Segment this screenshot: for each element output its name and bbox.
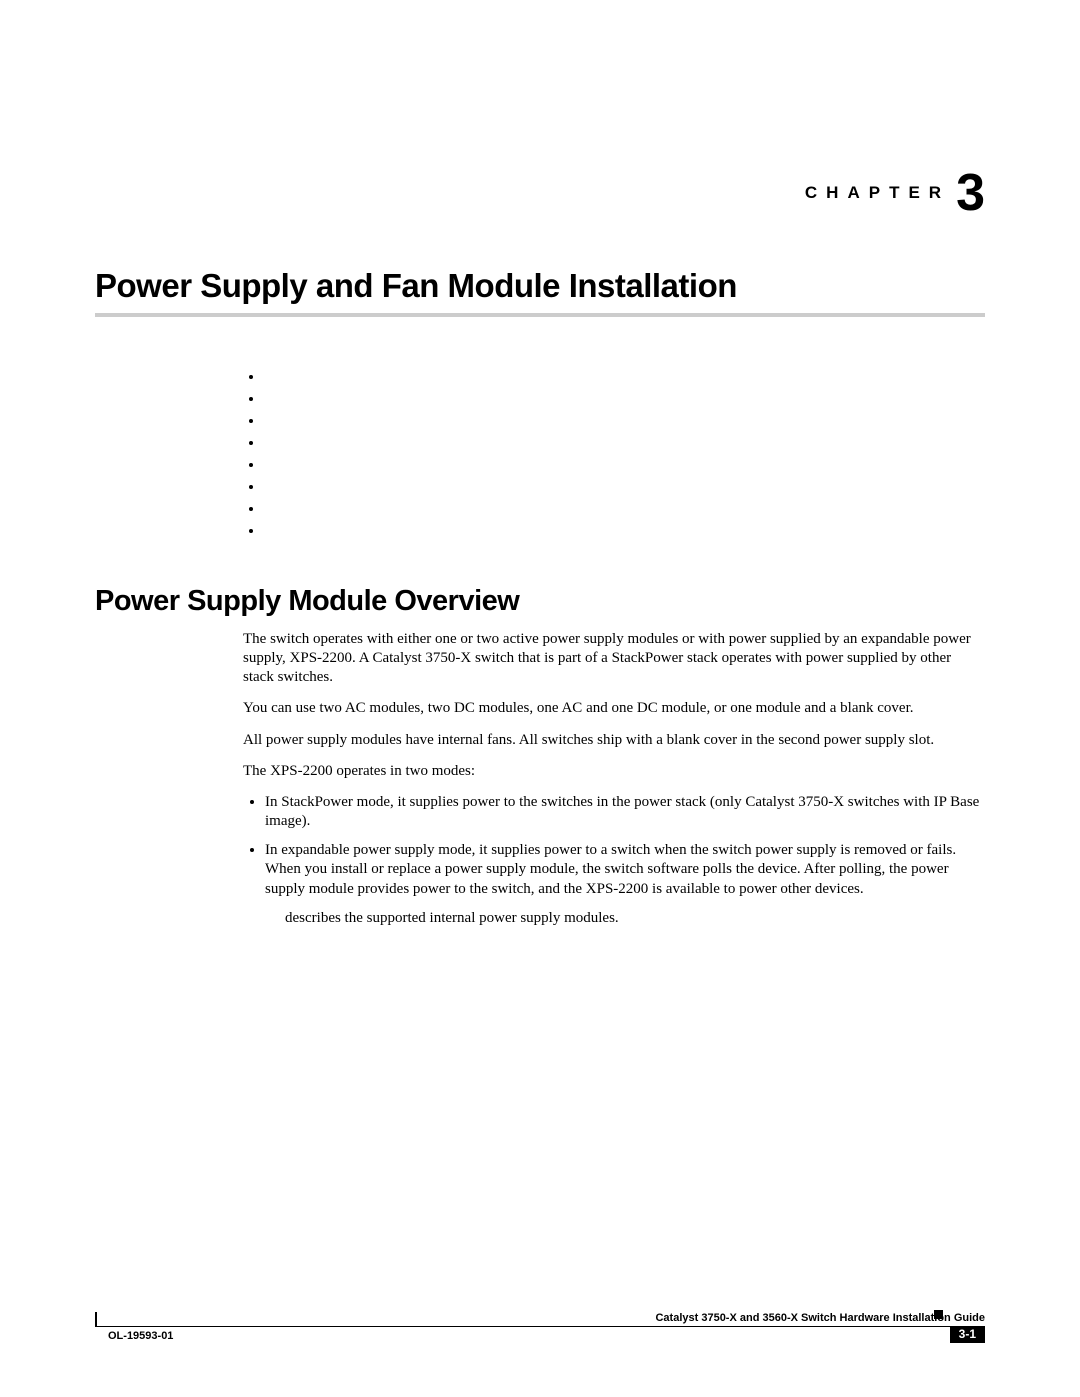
paragraph: The XPS-2200 operates in two modes: <box>243 762 985 781</box>
bullet-item <box>263 435 985 457</box>
paragraph: All power supply modules have internal f… <box>243 731 985 750</box>
footer-rule <box>95 1326 985 1327</box>
paragraph: The switch operates with either one or t… <box>243 630 985 688</box>
section-title: Power Supply Module Overview <box>95 585 985 618</box>
mode-list: In StackPower mode, it supplies power to… <box>243 793 985 899</box>
page: CHAPTER 3 Power Supply and Fan Module In… <box>0 0 1080 1397</box>
bullet-item <box>263 391 985 413</box>
bullet-item <box>263 501 985 523</box>
tail-text: describes the supported internal power s… <box>285 909 985 928</box>
bullet-item <box>263 413 985 435</box>
main-title: Power Supply and Fan Module Installation <box>95 267 985 305</box>
chapter-label: CHAPTER <box>805 183 950 203</box>
footer-doc-id: OL-19593-01 <box>108 1330 173 1342</box>
footer: Catalyst 3750-X and 3560-X Switch Hardwa… <box>80 1312 985 1342</box>
bullet-item <box>263 479 985 501</box>
footer-bar: OL-19593-01 3-1 <box>80 1326 985 1342</box>
footer-doc-title: Catalyst 3750-X and 3560-X Switch Hardwa… <box>80 1312 985 1324</box>
toc-bullets <box>243 369 985 545</box>
chapter-number: 3 <box>956 170 985 217</box>
list-item: In expandable power supply mode, it supp… <box>265 841 985 899</box>
title-rule <box>95 313 985 317</box>
chapter-header: CHAPTER 3 <box>95 170 985 217</box>
bullet-list <box>243 369 985 545</box>
paragraph: You can use two AC modules, two DC modul… <box>243 699 985 718</box>
footer-tick-icon <box>95 1312 97 1326</box>
body-text: The switch operates with either one or t… <box>243 630 985 928</box>
bullet-item <box>263 457 985 479</box>
page-number: 3-1 <box>950 1326 985 1343</box>
footer-square-icon <box>934 1310 943 1319</box>
list-item: In StackPower mode, it supplies power to… <box>265 793 985 831</box>
bullet-item <box>263 523 985 545</box>
title-block: Power Supply and Fan Module Installation <box>95 267 985 317</box>
bullet-item <box>263 369 985 391</box>
